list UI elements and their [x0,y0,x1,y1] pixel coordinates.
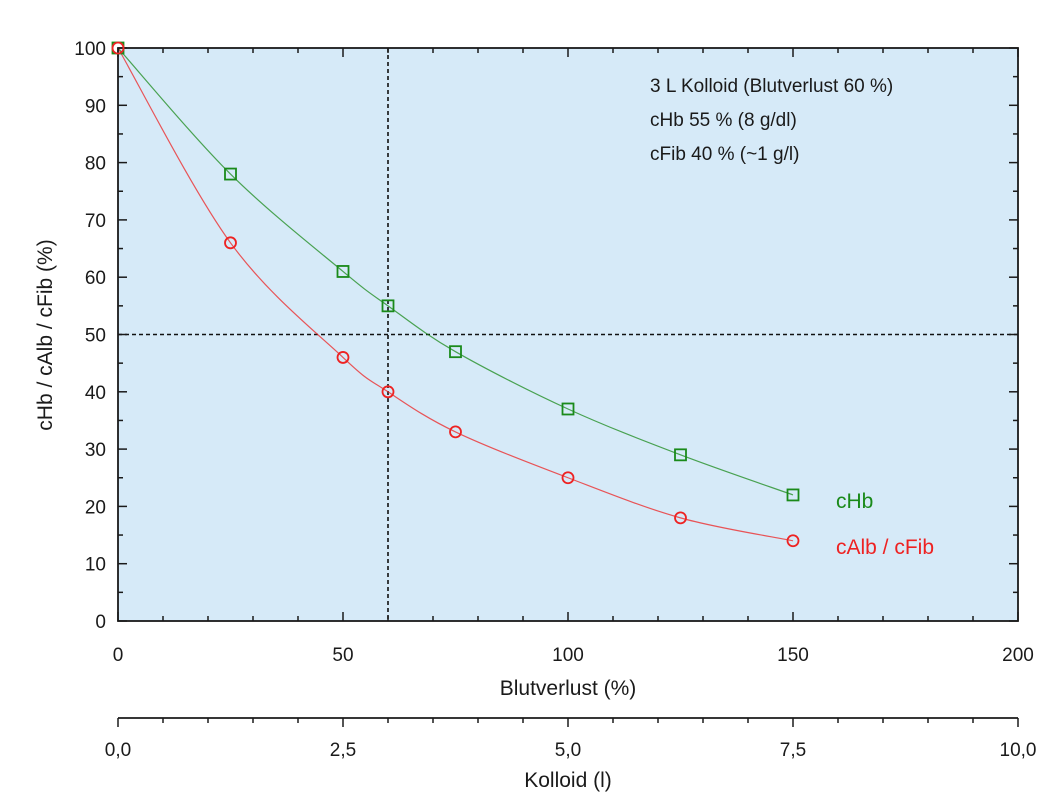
secondary-x-tick-label: 0,0 [105,740,131,761]
marker-series-0-point-3 [381,299,395,313]
marker-series-0-point-7 [786,488,800,502]
x-axis-title: Blutverlust (%) [500,677,637,700]
y-tick-label: 70 [85,211,106,232]
marker-series-1-point-2 [336,351,350,364]
secondary-x-tick-label: 7,5 [780,740,806,761]
fit-curves [117,47,794,542]
y-tick-label: 100 [74,39,106,60]
x-tick-label: 50 [332,645,353,666]
secondary-x-tick-label: 5,0 [555,740,581,761]
secondary-x-tick-label: 2,5 [330,740,356,761]
annotation-box: 3 L Kolloid (Blutverlust 60 %) cHb 55 % … [650,76,893,165]
y-tick-label: 90 [85,96,106,117]
marker-series-1-point-5 [561,471,575,485]
fit-curve-series-0 [117,47,794,496]
data-markers [111,41,800,548]
y-axis-title: cHb / cAlb / cFib (%) [34,239,57,430]
y-tick-label: 50 [85,326,106,347]
x-tick-label: 0 [113,645,124,666]
x-tick-label: 200 [1002,645,1034,666]
series-label-calb-cfib: cAlb / cFib [836,536,934,559]
marker-series-1-point-3 [381,385,395,399]
secondary-x-axis-title: Kolloid (l) [524,769,612,792]
y-tick-label: 30 [85,440,106,461]
marker-series-0-point-4 [449,345,462,359]
y-tick-label: 20 [85,497,106,518]
annotation-line-2: cHb 55 % (8 g/dl) [650,110,797,131]
annotation-line-3: cFib 40 % (~1 g/l) [650,144,799,165]
y-tick-label: 60 [85,268,106,289]
marker-series-1-point-7 [786,534,800,548]
annotation-line-1: 3 L Kolloid (Blutverlust 60 %) [650,76,893,97]
y-tick-label: 10 [85,555,106,576]
y-tick-label: 80 [85,154,106,175]
marker-series-0-point-1 [224,167,237,181]
marker-series-0-point-2 [336,265,350,278]
marker-series-0-point-6 [674,448,687,462]
reference-lines [118,48,1018,621]
marker-series-1-point-4 [449,425,462,439]
fit-curve-series-1 [117,47,794,542]
axis-ticks: 0 50 100 150 200 0 10 20 30 40 50 60 70 80 90 100 0,0 2,5… [74,39,1036,761]
series-label-chb: cHb [836,490,873,513]
x-tick-label: 100 [552,645,584,666]
y-tick-label: 0 [95,612,106,633]
secondary-x-tick-label: 10,0 [1000,740,1037,761]
y-tick-label: 40 [85,383,106,404]
marker-series-0-point-5 [561,402,575,416]
marker-series-1-point-6 [674,511,687,525]
marker-series-1-point-0 [111,41,125,55]
marker-series-1-point-1 [224,236,237,250]
x-tick-label: 150 [777,645,809,666]
